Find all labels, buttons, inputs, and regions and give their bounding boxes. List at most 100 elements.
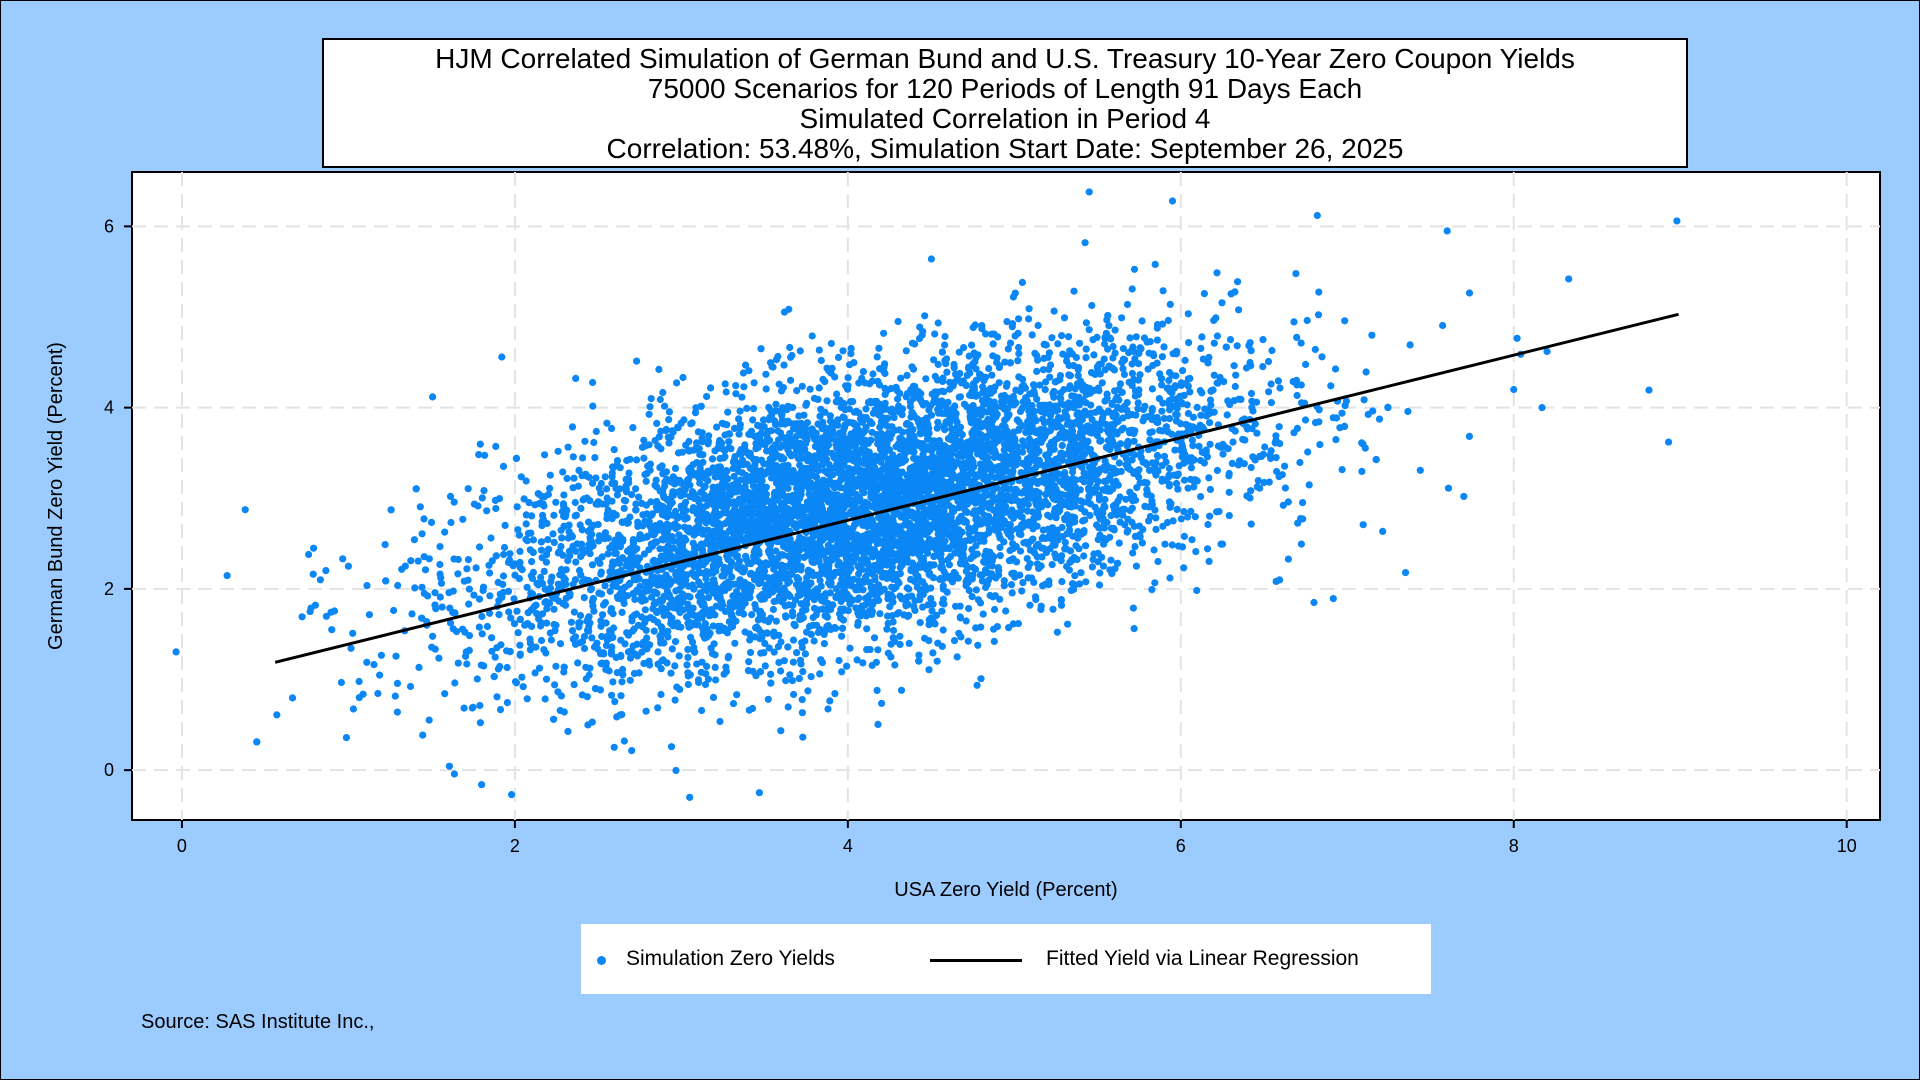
scatter-point	[676, 685, 684, 694]
scatter-point	[436, 570, 444, 578]
scatter-point	[628, 491, 636, 499]
scatter-point	[1023, 507, 1032, 515]
scatter-point	[723, 629, 732, 637]
scatter-point	[797, 419, 805, 427]
scatter-point	[730, 472, 738, 480]
scatter-point	[1051, 378, 1059, 386]
scatter-point	[610, 743, 618, 751]
scatter-point	[1131, 355, 1139, 363]
scatter-point	[731, 639, 739, 647]
scatter-point	[570, 608, 579, 616]
scatter-point	[814, 606, 823, 614]
scatter-point	[483, 507, 491, 515]
scatter-point	[1050, 388, 1058, 396]
scatter-point	[589, 402, 597, 410]
scatter-point	[540, 567, 548, 576]
scatter-point	[763, 435, 772, 443]
scatter-point	[684, 680, 692, 689]
scatter-point	[729, 700, 738, 708]
scatter-point	[514, 629, 522, 637]
scatter-point	[751, 601, 759, 609]
scatter-point	[575, 566, 584, 575]
scatter-point	[1139, 458, 1147, 466]
scatter-point	[922, 375, 930, 383]
scatter-point	[962, 617, 970, 625]
scatter-point	[941, 357, 949, 365]
scatter-point	[1006, 556, 1014, 565]
scatter-point	[889, 634, 897, 642]
scatter-point	[767, 427, 776, 435]
scatter-point	[1197, 411, 1205, 419]
scatter-point	[483, 622, 491, 631]
scatter-point	[560, 580, 568, 588]
scatter-point	[817, 582, 825, 590]
scatter-point	[1318, 353, 1326, 361]
gridlines	[132, 172, 1880, 820]
scatter-point	[1004, 345, 1012, 353]
scatter-point	[982, 330, 990, 338]
scatter-point	[863, 625, 871, 633]
scatter-point	[1063, 484, 1071, 492]
scatter-point	[1233, 342, 1241, 350]
scatter-point	[586, 497, 594, 505]
scatter-point	[799, 733, 807, 741]
scatter-point	[826, 697, 834, 705]
scatter-point	[704, 594, 713, 602]
scatter-point	[954, 518, 962, 526]
scatter-point	[893, 387, 901, 395]
scatter-point	[1098, 379, 1106, 387]
scatter-point	[495, 597, 503, 605]
scatter-point	[1246, 358, 1254, 367]
scatter-point	[933, 657, 941, 665]
scatter-point	[667, 743, 676, 751]
scatter-point	[919, 603, 927, 611]
scatter-point	[749, 405, 758, 413]
scatter-point	[698, 429, 706, 437]
scatter-point	[1056, 372, 1064, 380]
scatter-point	[623, 629, 631, 637]
scatter-point	[745, 430, 753, 438]
scatter-point	[478, 494, 486, 502]
scatter-point	[735, 430, 743, 438]
scatter-point	[492, 504, 500, 513]
scatter-point	[1030, 578, 1038, 587]
scatter-point	[446, 604, 454, 612]
scatter-point	[1105, 408, 1113, 416]
scatter-point	[572, 511, 581, 519]
scatter-point	[664, 627, 672, 635]
scatter-point	[996, 552, 1004, 560]
scatter-point	[1172, 372, 1180, 380]
scatter-point	[518, 673, 526, 681]
scatter-point	[437, 579, 446, 587]
scatter-point	[1146, 436, 1154, 444]
scatter-point	[838, 668, 846, 676]
scatter-point	[798, 382, 806, 390]
scatter-point	[459, 515, 467, 523]
scatter-point	[1036, 381, 1044, 389]
scatter-point	[571, 498, 579, 507]
scatter-point	[849, 398, 857, 406]
scatter-point	[1151, 579, 1159, 587]
scatter-point	[339, 555, 347, 563]
scatter-point	[910, 603, 918, 611]
scatter-point	[355, 694, 363, 702]
scatter-point	[784, 417, 792, 425]
scatter-point	[684, 672, 692, 680]
scatter-point	[750, 379, 758, 387]
scatter-point	[1111, 326, 1119, 334]
scatter-point	[622, 475, 630, 483]
scatter-point	[1058, 332, 1066, 340]
scatter-point	[1275, 423, 1283, 431]
scatter-point	[661, 402, 669, 410]
scatter-point	[899, 428, 907, 436]
scatter-point	[613, 491, 622, 499]
scatter-point	[996, 595, 1004, 603]
scatter-point	[730, 424, 739, 432]
scatter-point	[1124, 464, 1132, 472]
scatter-point	[603, 485, 611, 493]
scatter-point	[632, 500, 640, 508]
scatter-point	[854, 621, 862, 629]
scatter-point	[625, 469, 633, 477]
scatter-point	[1071, 518, 1079, 526]
scatter-point	[1115, 539, 1123, 547]
